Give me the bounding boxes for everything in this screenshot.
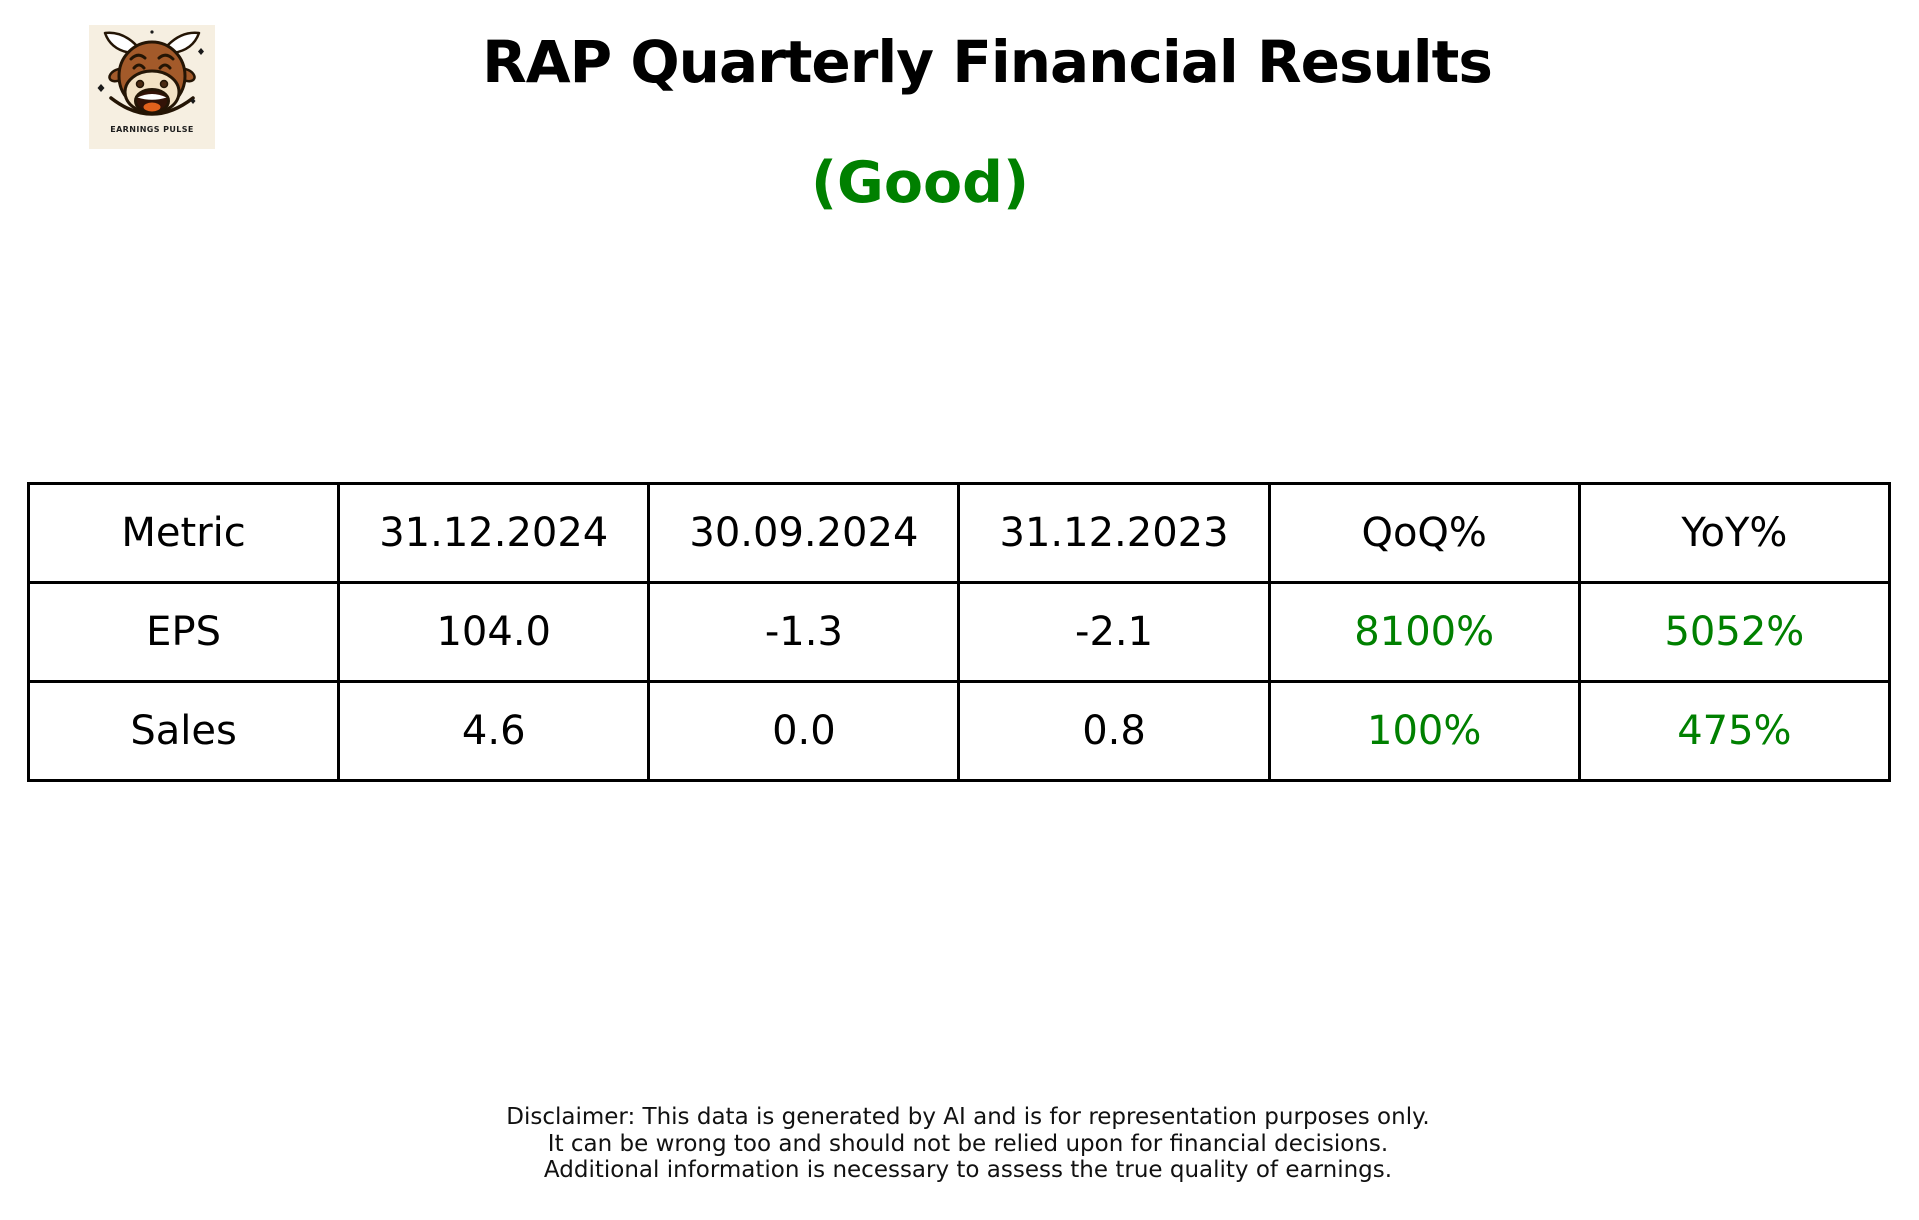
column-header-metric: Metric <box>26 482 341 584</box>
column-header-qoq: QoQ% <box>1267 482 1581 584</box>
column-header-31-12-2024: 31.12.2024 <box>337 482 651 584</box>
table-row-eps: EPS 104.0 -1.3 -2.1 8100% 5052% <box>26 581 1892 683</box>
sales-value-31-12-2024: 4.6 <box>337 680 651 782</box>
column-header-yoy: YoY% <box>1577 482 1892 584</box>
eps-value-31-12-2024: 104.0 <box>337 581 651 683</box>
column-header-30-09-2024: 30.09.2024 <box>647 482 961 584</box>
sales-qoq-pct: 100% <box>1267 680 1581 782</box>
disclaimer-line-3: Additional information is necessary to a… <box>543 1157 1393 1183</box>
disclaimer: Disclaimer: This data is generated by AI… <box>506 1104 1429 1184</box>
table-row-sales: Sales 4.6 0.0 0.8 100% 475% <box>26 680 1892 782</box>
bull-icon <box>97 30 204 116</box>
eps-qoq-pct: 8100% <box>1267 581 1581 683</box>
eps-value-30-09-2024: -1.3 <box>647 581 961 683</box>
verdict-subtitle: (Good) <box>810 150 1030 216</box>
sales-value-30-09-2024: 0.0 <box>647 680 961 782</box>
sales-metric-label: Sales <box>26 680 341 782</box>
logo-caption: EARNINGS PULSE <box>110 125 194 134</box>
page-title: RAP Quarterly Financial Results <box>482 28 1493 96</box>
earnings-pulse-logo: EARNINGS PULSE <box>89 25 215 149</box>
sales-value-31-12-2023: 0.8 <box>957 680 1271 782</box>
disclaimer-line-2: It can be wrong too and should not be re… <box>547 1130 1389 1157</box>
eps-metric-label: EPS <box>26 581 341 683</box>
disclaimer-line-1: Disclaimer: This data is generated by AI… <box>506 1104 1430 1130</box>
table-header-row: Metric 31.12.2024 30.09.2024 31.12.2023 … <box>26 482 1892 584</box>
eps-yoy-pct: 5052% <box>1577 581 1892 683</box>
eps-value-31-12-2023: -2.1 <box>957 581 1271 683</box>
financial-results-table: Metric 31.12.2024 30.09.2024 31.12.2023 … <box>26 482 1892 782</box>
column-header-31-12-2023: 31.12.2023 <box>957 482 1271 584</box>
sales-yoy-pct: 475% <box>1577 680 1892 782</box>
